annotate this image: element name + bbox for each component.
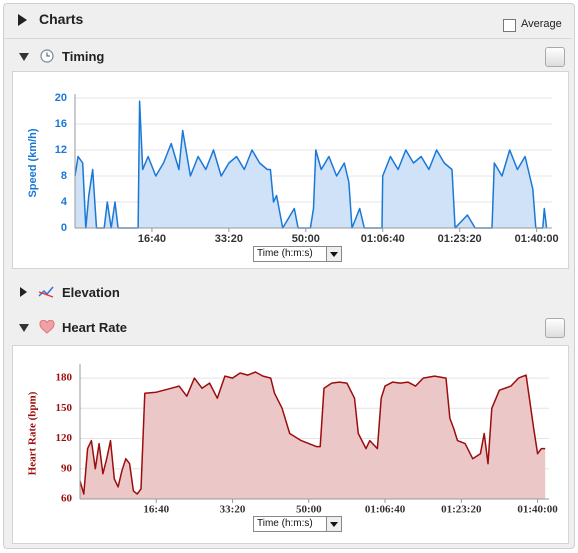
x-tick-label: 01:40:00: [517, 504, 558, 514]
x-tick-label: 50:00: [292, 233, 320, 244]
collapse-toggle[interactable]: [18, 14, 27, 26]
x-axis-select[interactable]: Time (h:m:s): [253, 516, 342, 532]
separator: [4, 38, 572, 39]
elevation-icon: [38, 286, 54, 298]
select-text: Time (h:m:s): [257, 248, 313, 259]
checkbox-label[interactable]: Average: [521, 18, 562, 30]
y-tick-label: 60: [61, 493, 73, 505]
x-tick-label: 01:06:40: [365, 504, 406, 514]
x-tick-label: 16:40: [143, 504, 169, 514]
speed-chart: 0 4 8 12 16 20 16:40 33:20 50:00 01:06:40 01:23:20…: [27, 92, 559, 244]
x-tick-label: 16:40: [138, 233, 166, 244]
y-tick-label: 12: [55, 144, 67, 156]
series-line: [74, 100, 548, 229]
collapse-toggle[interactable]: [19, 53, 29, 61]
collapse-toggle[interactable]: [20, 287, 27, 297]
x-tick-label: 01:23:20: [441, 504, 482, 514]
y-tick-label: 16: [55, 118, 67, 130]
y-tick-label: 90: [61, 462, 73, 474]
y-tick-label: 120: [56, 432, 73, 444]
x-tick-label: 33:20: [215, 233, 243, 244]
area-fill: [80, 372, 546, 499]
x-axis-select[interactable]: Time (h:m:s): [253, 246, 342, 262]
expand-button[interactable]: [545, 318, 565, 338]
x-tick-label: 01:40:00: [515, 233, 559, 244]
select-arrow[interactable]: [326, 247, 341, 261]
heart-rate-chart: 60 90 120 150 180 16:40 33:20 50:00 01:06:40 01:2…: [27, 364, 558, 514]
x-tick-label: 33:20: [220, 504, 246, 514]
series-line: [79, 371, 546, 495]
y-axis-label: Heart Rate (bpm): [27, 391, 39, 475]
checkbox[interactable]: [503, 19, 516, 32]
y-tick-label: 4: [61, 196, 68, 208]
y-tick-label: 8: [61, 170, 67, 182]
x-tick-label: 50:00: [296, 504, 322, 514]
expand-button[interactable]: [545, 47, 565, 67]
y-tick-label: 0: [61, 222, 67, 234]
chart-box: [12, 71, 569, 269]
x-tick-label: 01:06:40: [361, 233, 405, 244]
section-title: Timing: [62, 49, 105, 64]
y-axis-label: Speed (km/h): [27, 128, 39, 197]
heart-icon: [39, 320, 55, 334]
y-tick-label: 150: [56, 402, 73, 414]
section-title: Heart Rate: [62, 320, 128, 335]
y-tick-label: 20: [55, 92, 67, 104]
select-text: Time (h:m:s): [257, 518, 313, 529]
select-arrow[interactable]: [326, 517, 341, 531]
y-tick-label: 180: [56, 372, 73, 384]
clock-icon: [40, 49, 54, 63]
area-fill: [75, 101, 547, 228]
panel-title: Charts: [39, 11, 84, 27]
x-tick-label: 01:23:20: [438, 233, 482, 244]
collapse-toggle[interactable]: [19, 324, 29, 332]
section-title: Elevation: [62, 285, 120, 300]
